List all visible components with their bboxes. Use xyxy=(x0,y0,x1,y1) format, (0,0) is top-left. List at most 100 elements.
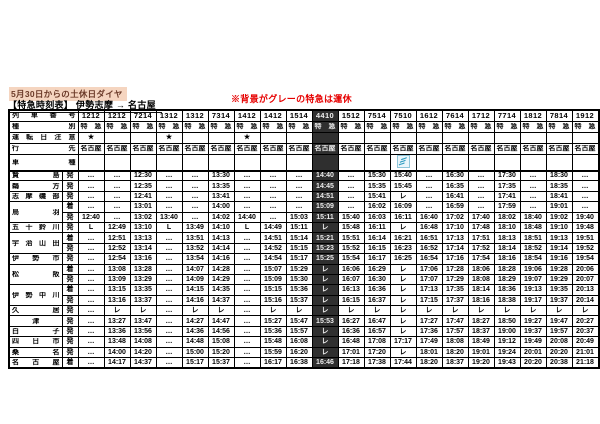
time-cell: … xyxy=(155,346,183,359)
time-cell: 17:07 xyxy=(415,273,443,286)
train-type: 特急 xyxy=(467,120,495,133)
time-cell: 15:11 xyxy=(285,221,313,234)
time-cell: 17:10 xyxy=(441,221,469,234)
time-cell: … xyxy=(519,169,547,182)
time-cell: 18:16 xyxy=(493,253,521,265)
time-cell: 15:11 xyxy=(311,211,339,223)
time-cell: 19:17 xyxy=(519,294,547,307)
time-cell: レ xyxy=(389,221,417,234)
arr-dep-label: 発 xyxy=(61,336,79,348)
time-cell: 17:35 xyxy=(493,180,521,192)
time-cell: 19:16 xyxy=(545,253,573,265)
time-cell: 15:17 xyxy=(285,253,313,265)
time-cell: 14:40 xyxy=(311,169,339,182)
time-cell: 14:10 xyxy=(207,221,235,234)
train-number: 7814 xyxy=(545,109,573,122)
time-cell: 15:21 xyxy=(311,232,339,244)
time-cell: … xyxy=(233,201,261,213)
time-cell: 16:57 xyxy=(363,325,391,338)
time-cell: 16:37 xyxy=(363,294,391,307)
time-cell: … xyxy=(77,232,105,244)
time-cell: 14:16 xyxy=(207,253,235,265)
time-cell: … xyxy=(233,357,261,369)
time-cell: レ xyxy=(337,305,365,317)
time-cell: レ xyxy=(389,284,417,296)
time-cell: 13:09 xyxy=(103,273,131,286)
time-cell: 13:15 xyxy=(103,284,131,296)
time-cell: 19:43 xyxy=(493,357,521,369)
time-cell: 16:47 xyxy=(363,315,391,327)
train-type: 特急 xyxy=(155,120,183,133)
time-cell: レ xyxy=(389,294,417,307)
train-number: 1912 xyxy=(571,109,599,122)
time-cell: 14:20 xyxy=(129,346,157,359)
time-cell: … xyxy=(467,201,495,213)
time-cell: 18:50 xyxy=(493,315,521,327)
time-cell: 15:36 xyxy=(285,284,313,296)
time-cell: 19:47 xyxy=(545,315,573,327)
time-cell: 19:12 xyxy=(493,336,521,348)
time-cell: レ xyxy=(207,305,235,317)
time-cell: レ xyxy=(103,305,131,317)
time-cell: 15:15 xyxy=(259,284,287,296)
train-type: 特急 xyxy=(129,120,157,133)
time-cell: 15:20 xyxy=(207,346,235,359)
train-number: 1412 xyxy=(259,109,287,122)
time-cell: … xyxy=(181,169,209,182)
time-cell: 16:36 xyxy=(363,284,391,296)
time-cell: レ xyxy=(519,305,547,317)
time-cell: 20:01 xyxy=(519,346,547,359)
time-cell: … xyxy=(181,211,209,223)
time-cell: … xyxy=(155,294,183,307)
time-cell: 16:30 xyxy=(363,273,391,286)
time-cell: 17:57 xyxy=(441,325,469,338)
op-note-star xyxy=(129,131,157,144)
station-name: 四日市 xyxy=(8,336,63,348)
train-number: 1412 xyxy=(233,109,261,122)
time-cell: 12:54 xyxy=(103,253,131,265)
time-cell: … xyxy=(77,273,105,286)
time-cell: … xyxy=(233,284,261,296)
time-cell: レ xyxy=(389,263,417,275)
time-cell: 18:37 xyxy=(441,357,469,369)
destination: 名古屋 xyxy=(129,142,157,155)
time-cell: 15:41 xyxy=(363,190,391,203)
time-cell: … xyxy=(77,294,105,307)
time-cell: 14:27 xyxy=(181,315,209,327)
time-cell: … xyxy=(337,190,365,203)
station-name: 名古屋 xyxy=(8,357,63,369)
time-cell: … xyxy=(467,190,495,203)
time-cell: … xyxy=(233,232,261,244)
train-number: 4410 xyxy=(311,109,339,122)
time-cell: レ xyxy=(311,336,339,348)
destination: 名古屋 xyxy=(389,142,417,155)
time-cell: 19:06 xyxy=(519,263,547,275)
time-cell: 16:07 xyxy=(337,273,365,286)
time-cell: レ xyxy=(545,305,573,317)
time-cell: 14:51 xyxy=(311,190,339,203)
arr-dep-label: 発 xyxy=(61,294,79,307)
time-cell: 16:15 xyxy=(337,294,365,307)
train-number: 1312 xyxy=(181,109,209,122)
time-cell: 15:15 xyxy=(285,242,313,255)
time-cell: … xyxy=(233,305,261,317)
time-cell: 18:13 xyxy=(493,232,521,244)
time-cell: 14:02 xyxy=(207,211,235,223)
time-cell: レ xyxy=(311,221,339,234)
time-cell: … xyxy=(103,211,131,223)
car-type-cell xyxy=(363,153,391,172)
op-note-star xyxy=(181,131,209,144)
time-cell: 13:01 xyxy=(129,201,157,213)
time-cell: 20:20 xyxy=(545,346,573,359)
train-type: 特急 xyxy=(571,120,599,133)
time-cell: 18:51 xyxy=(519,232,547,244)
time-cell: 18:14 xyxy=(467,284,495,296)
time-cell: レ xyxy=(389,305,417,317)
train-number: 7510 xyxy=(389,109,417,122)
time-cell: … xyxy=(77,305,105,317)
op-note-star: ★ xyxy=(77,131,105,144)
time-cell: レ xyxy=(389,346,417,359)
train-number: 7714 xyxy=(493,109,521,122)
time-cell: … xyxy=(77,325,105,338)
time-cell: 16:48 xyxy=(415,221,443,234)
